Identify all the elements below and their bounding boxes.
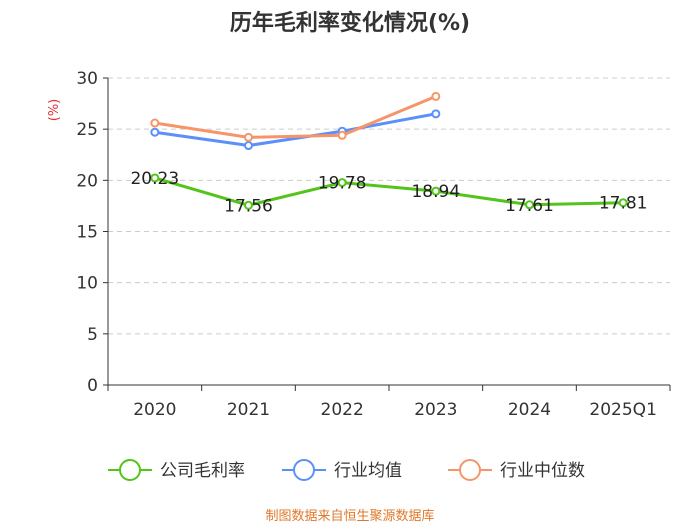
legend-label: 行业中位数 (500, 461, 585, 481)
legend-item: 行业均值 (282, 459, 402, 481)
chart-title: 历年毛利率变化情况(%) (230, 10, 470, 36)
legend-item: 公司毛利率 (108, 459, 245, 481)
legend-label: 公司毛利率 (160, 461, 245, 481)
data-point (337, 130, 347, 140)
data-point (150, 127, 160, 137)
series-0: 20.23 17.56 19.78 18.94 17.61 17.81 (130, 169, 647, 216)
series-line (154, 95, 437, 139)
series-2 (150, 91, 441, 142)
data-point (431, 109, 441, 119)
data-point (525, 200, 534, 210)
data-label: 17.81 (599, 194, 648, 214)
legend: 公司毛利率 行业均值 行业中位数 (108, 459, 585, 481)
x-tick-label: 2022 (321, 400, 364, 420)
y-tick-label: 20 (76, 171, 98, 191)
y-axis-label: (%) (47, 99, 62, 122)
data-point (337, 178, 347, 188)
data-point (618, 198, 628, 208)
y-tick-label: 30 (76, 69, 98, 89)
source-note: 制图数据来自恒生聚源数据库 (265, 508, 434, 524)
legend-marker (119, 459, 141, 481)
y-tick-label: 15 (76, 223, 98, 243)
x-tick-label: 2025Q1 (589, 400, 656, 420)
data-point (244, 141, 253, 151)
y-tick-label: 5 (87, 325, 98, 345)
x-tick-label: 2023 (414, 400, 457, 420)
y-tick-label: 10 (76, 274, 98, 294)
x-tick-label: 2021 (227, 400, 270, 420)
x-tick-label: 2024 (508, 400, 551, 420)
data-label: 20.23 (130, 169, 179, 189)
axes: 0 5 10 15 20 25 30 2020 2021 2022 2023 2024 2025Q1 (76, 69, 671, 420)
series-line (154, 112, 437, 148)
data-point (244, 132, 253, 142)
data-label: 17.56 (224, 196, 273, 216)
data-point (150, 118, 160, 128)
legend-item: 行业中位数 (448, 459, 585, 481)
data-point (150, 173, 160, 183)
y-tick-label: 0 (87, 376, 98, 396)
series-layer: 20.23 17.56 19.78 18.94 17.61 17.81 (130, 91, 648, 216)
data-point (431, 91, 441, 101)
data-label: 18.94 (411, 182, 460, 202)
data-point (244, 200, 253, 210)
data-label: 19.78 (318, 174, 367, 194)
data-label: 17.61 (505, 196, 554, 216)
data-point (431, 186, 441, 196)
legend-marker (293, 459, 315, 481)
x-tick-label: 2020 (133, 400, 176, 420)
legend-marker (459, 459, 481, 481)
y-tick-label: 25 (76, 120, 98, 140)
series-line (154, 176, 624, 207)
legend-label: 行业均值 (334, 461, 402, 481)
